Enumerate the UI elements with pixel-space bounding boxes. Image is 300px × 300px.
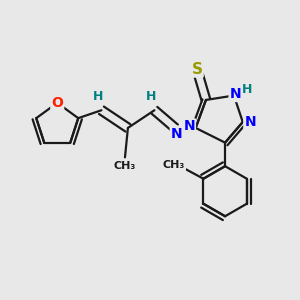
Text: O: O (51, 96, 63, 110)
Text: H: H (242, 83, 252, 96)
Text: N: N (171, 127, 182, 141)
Text: N: N (244, 115, 256, 129)
Text: CH₃: CH₃ (163, 160, 185, 170)
Text: H: H (93, 91, 104, 103)
Text: H: H (146, 91, 157, 103)
Text: N: N (230, 87, 241, 101)
Text: CH₃: CH₃ (114, 161, 136, 171)
Text: S: S (192, 61, 203, 76)
Text: N: N (183, 119, 195, 134)
